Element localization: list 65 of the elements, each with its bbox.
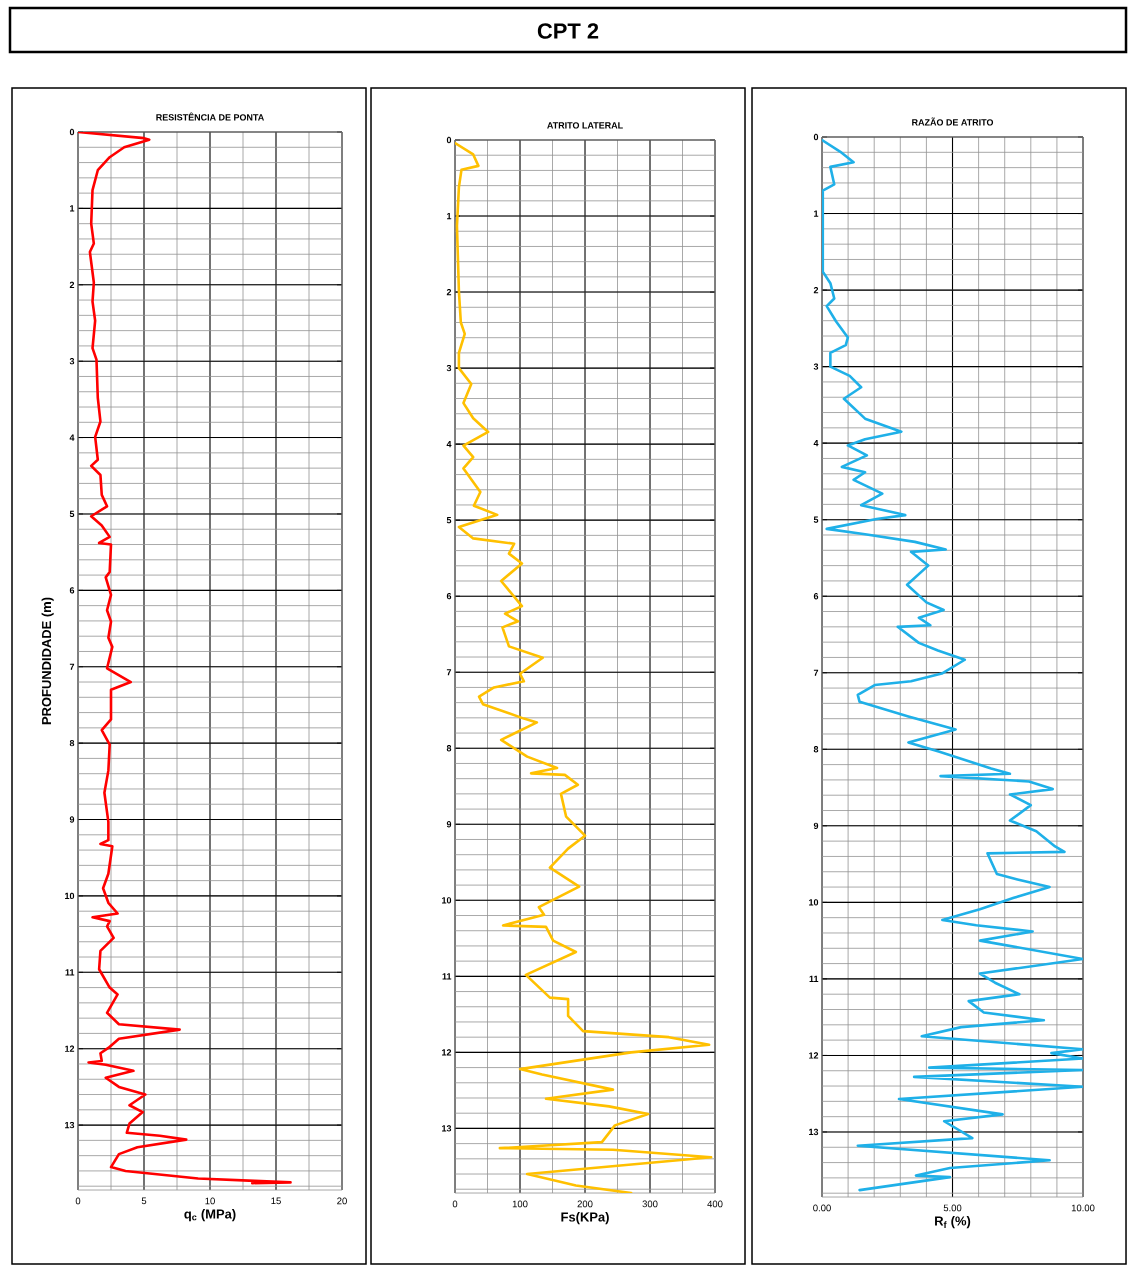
line-series bbox=[78, 132, 292, 1185]
y-tick-label: 3 bbox=[446, 364, 452, 372]
y-tick-label: 8 bbox=[446, 745, 452, 752]
y-tick-label: 0 bbox=[813, 133, 819, 141]
y-tick-label: 4 bbox=[446, 441, 452, 448]
chart-title: RAZÃO DE ATRITO bbox=[912, 117, 994, 126]
line-series bbox=[455, 141, 713, 1194]
x-tick-label: 0.00 bbox=[813, 1204, 831, 1212]
y-tick-label: 12 bbox=[442, 1049, 452, 1056]
x-axis-title: q$_{c}$ (MPa) bbox=[184, 1209, 236, 1222]
y-tick-label: 6 bbox=[69, 587, 75, 594]
y-tick-label: 2 bbox=[446, 288, 452, 296]
y-tick-label: 8 bbox=[69, 739, 75, 747]
y-tick-label: 11 bbox=[809, 975, 819, 982]
y-tick-label: 13 bbox=[442, 1125, 452, 1132]
text: CPT 2 bbox=[537, 23, 599, 39]
y-tick-label: 4 bbox=[813, 440, 819, 447]
x-tick-label: 5.00 bbox=[943, 1204, 962, 1212]
y-tick-label: 8 bbox=[813, 746, 819, 753]
y-tick-label: 10 bbox=[65, 892, 75, 900]
y-tick-label: 6 bbox=[446, 593, 452, 600]
chart-title: RESISTÊNCIA DE PONTA bbox=[156, 112, 264, 121]
y-axis-title: PROFUNDIDADE (m) bbox=[41, 597, 54, 725]
y-tick-label: 1 bbox=[70, 205, 75, 212]
y-tick-label: 9 bbox=[813, 822, 819, 830]
x-tick-label: 200 bbox=[577, 1200, 593, 1208]
y-tick-label: 6 bbox=[813, 593, 819, 600]
y-tick-label: 12 bbox=[65, 1045, 75, 1052]
x-tick-label: 10 bbox=[205, 1197, 215, 1205]
y-tick-label: 5 bbox=[69, 510, 75, 518]
y-tick-label: 1 bbox=[447, 212, 452, 220]
y-tick-label: 11 bbox=[65, 969, 75, 976]
y-tick-label: 7 bbox=[813, 669, 819, 676]
y-tick-label: 5 bbox=[813, 516, 819, 523]
y-tick-label: 11 bbox=[442, 973, 452, 980]
y-tick-label: 10 bbox=[809, 899, 819, 906]
y-tick-label: 9 bbox=[69, 816, 75, 823]
y-tick-label: 9 bbox=[446, 821, 452, 828]
y-tick-label: 1 bbox=[814, 210, 819, 217]
y-tick-label: 2 bbox=[69, 281, 75, 288]
y-tick-label: 0 bbox=[446, 136, 452, 144]
y-tick-label: 0 bbox=[69, 128, 75, 136]
x-tick-label: 15 bbox=[271, 1197, 281, 1205]
y-tick-label: 3 bbox=[813, 363, 819, 370]
y-tick-label: 7 bbox=[69, 663, 75, 670]
x-tick-label: 100 bbox=[512, 1200, 528, 1208]
y-tick-label: 7 bbox=[446, 669, 452, 676]
x-tick-label: 400 bbox=[707, 1200, 723, 1208]
x-axis-title: Fs(KPa) bbox=[561, 1212, 609, 1225]
y-tick-label: 4 bbox=[69, 434, 75, 441]
y-tick-label: 13 bbox=[65, 1121, 75, 1129]
chart-title: ATRITO LATERAL bbox=[547, 122, 623, 129]
x-tick-label: 0 bbox=[75, 1197, 81, 1205]
y-tick-label: 2 bbox=[813, 286, 819, 294]
y-tick-label: 13 bbox=[809, 1128, 819, 1136]
x-tick-label: 10.00 bbox=[1071, 1204, 1095, 1212]
y-tick-label: 5 bbox=[446, 517, 452, 524]
x-tick-label: 0 bbox=[452, 1200, 458, 1208]
x-axis-title: R$_{f}$ (%) bbox=[935, 1216, 971, 1229]
y-tick-label: 10 bbox=[442, 897, 452, 904]
y-tick-label: 12 bbox=[809, 1052, 819, 1059]
y-tick-label: 3 bbox=[69, 358, 75, 365]
x-tick-label: 20 bbox=[337, 1197, 347, 1205]
x-tick-label: 5 bbox=[141, 1197, 147, 1205]
x-tick-label: 300 bbox=[642, 1200, 658, 1208]
